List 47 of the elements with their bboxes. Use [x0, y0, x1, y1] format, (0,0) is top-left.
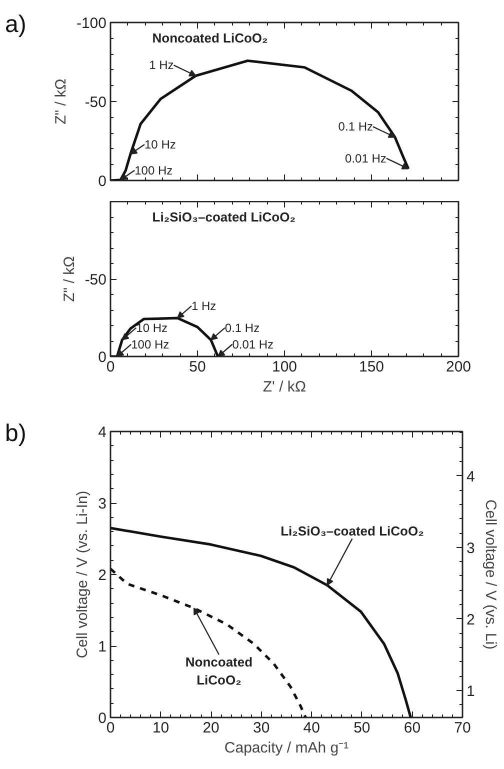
annotation: 100 Hz — [131, 337, 170, 352]
x-tick-label: 50 — [189, 358, 206, 376]
x-tick-label: 10 — [152, 720, 170, 736]
text: Noncoated LiCoO₂ — [152, 30, 268, 46]
y-axis-title: Cell voltage / V (vs. Li-In) — [74, 490, 92, 658]
x-tick-label: 30 — [253, 720, 270, 736]
y-tick-label: -50 — [84, 94, 107, 111]
line-series — [110, 59, 410, 180]
y-tick-label: 3 — [98, 496, 106, 512]
y2-tick-label: 1 — [466, 682, 475, 700]
x-tick-label: 200 — [446, 358, 472, 376]
y2-tick-label: 2 — [466, 611, 475, 628]
y2-tick-label: 3 — [466, 540, 475, 557]
y-tick-label: 4 — [98, 424, 106, 441]
annotation: 10 Hz — [144, 137, 176, 152]
text: a) — [5, 10, 26, 40]
x-tick-label: 40 — [303, 720, 320, 736]
annotation: 100 Hz — [134, 163, 173, 178]
y-tick-label: -100 — [76, 15, 107, 32]
annotation: 0.01 Hz — [345, 151, 386, 166]
y-tick-label: 2 — [98, 567, 106, 584]
annotation: Noncoated LiCoO₂ — [185, 654, 253, 688]
x-tick-label: 20 — [202, 720, 220, 736]
y-tick-label: -50 — [84, 272, 107, 288]
annotation: Li₂SiO₃–coated LiCoO₂ — [280, 524, 424, 539]
y-axis-title: Z" / kΩ — [60, 256, 78, 302]
x-axis-title: Capacity / mAh g⁻¹ — [224, 740, 349, 756]
annotation: 0.01 Hz — [232, 337, 274, 352]
x-tick-label: 70 — [454, 720, 471, 736]
y-tick-label: 0 — [98, 173, 106, 190]
y2-tick-label: 4 — [466, 468, 475, 486]
x-tick-label: 60 — [404, 720, 421, 736]
text: b) — [5, 419, 26, 449]
x-axis-title: Z' / kΩ — [262, 378, 306, 396]
x-tick-label: 50 — [354, 720, 370, 736]
text: Li₂SiO₃–coated LiCoO₂ — [152, 209, 296, 224]
annotation: 1 Hz — [191, 298, 216, 313]
x-tick-label: 100 — [272, 358, 298, 376]
x-tick-label: 150 — [358, 358, 384, 376]
annotation: 1 Hz — [149, 58, 174, 72]
annotation: 0.1 Hz — [224, 320, 260, 335]
line-series — [110, 567, 307, 718]
y-tick-label: 1 — [98, 638, 106, 656]
annotation: 10 Hz — [136, 320, 168, 335]
y2-axis-title: Cell voltage / V (vs. Li) — [482, 499, 499, 650]
annotation: 0.1 Hz — [338, 120, 373, 134]
y-axis-title: Z" / kΩ — [52, 78, 70, 124]
